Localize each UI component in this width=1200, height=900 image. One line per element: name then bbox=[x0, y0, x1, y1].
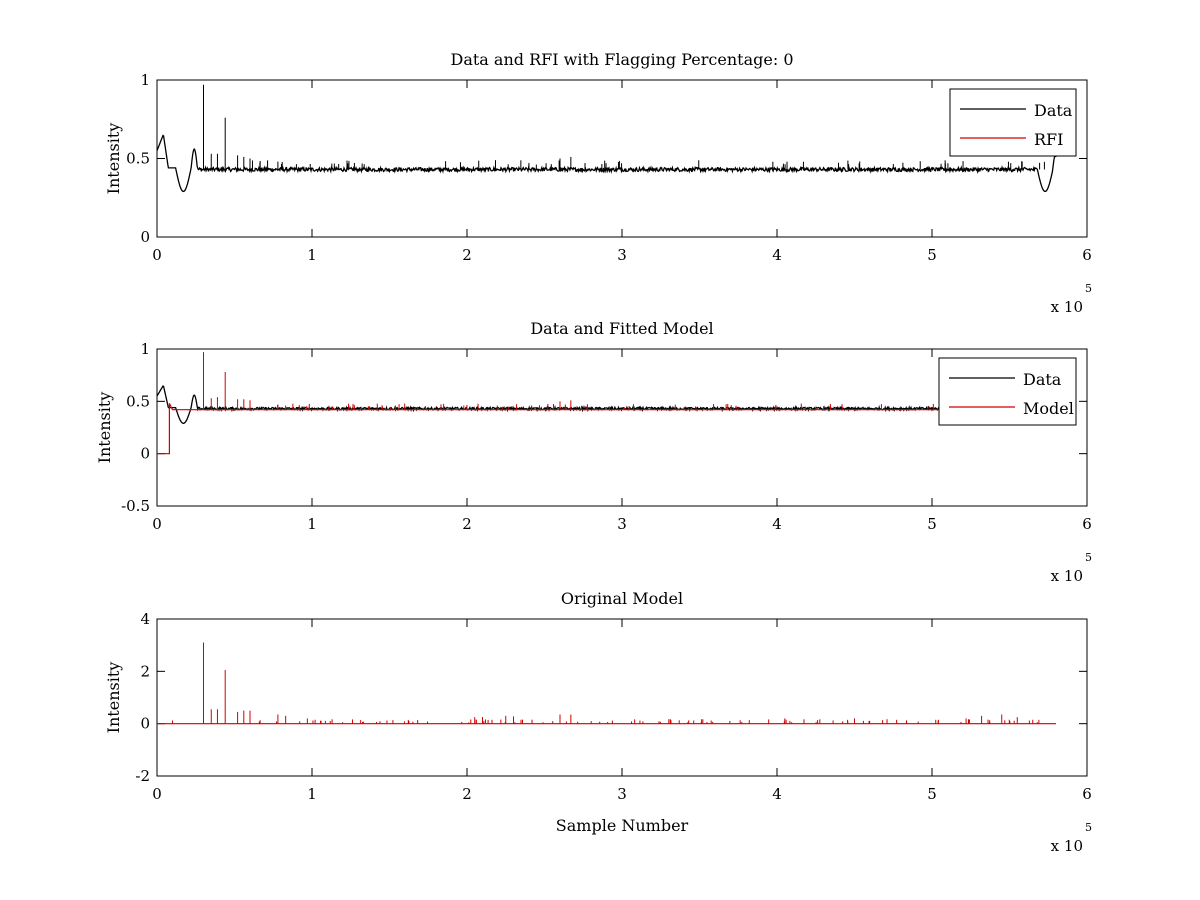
x-tick-label: 2 bbox=[462, 785, 472, 803]
x-tick-label: 0 bbox=[152, 515, 162, 533]
legend-box bbox=[938, 357, 1077, 426]
axes-box bbox=[156, 618, 1088, 777]
x-tick-label: 1 bbox=[307, 515, 317, 533]
x-tick-label: 4 bbox=[772, 785, 782, 803]
x-tick-label: 4 bbox=[772, 246, 782, 264]
x-tick-label: 0 bbox=[152, 785, 162, 803]
x-axis-label: Sample Number bbox=[556, 816, 689, 835]
x-tick-label: 5 bbox=[927, 785, 937, 803]
legend: Data Model bbox=[938, 357, 1077, 426]
legend-label-data: Data bbox=[1023, 370, 1062, 389]
y-tick-label: 0 bbox=[140, 445, 150, 463]
y-tick-label: -2 bbox=[135, 767, 150, 785]
y-tick-label: 1 bbox=[140, 71, 150, 89]
y-axis-label: Intensity bbox=[104, 123, 123, 195]
x-tick-label: 1 bbox=[307, 246, 317, 264]
x-multiplier-exponent: 5 bbox=[1085, 282, 1092, 295]
series-model bbox=[157, 642, 1056, 725]
axes-box bbox=[156, 348, 1088, 507]
legend-label-rfi: RFI bbox=[1034, 130, 1063, 149]
x-tick-label: 0 bbox=[152, 246, 162, 264]
x-tick-label: 4 bbox=[772, 515, 782, 533]
x-multiplier: x 10 bbox=[1051, 837, 1083, 855]
y-tick-label: 1 bbox=[140, 340, 150, 358]
model-line bbox=[157, 403, 1056, 455]
y-tick-label: -0.5 bbox=[121, 497, 150, 515]
axes-box bbox=[156, 79, 1088, 238]
y-tick-label: 0 bbox=[140, 228, 150, 246]
x-multiplier-exponent: 5 bbox=[1085, 551, 1092, 564]
x-tick-label: 3 bbox=[617, 515, 627, 533]
legend: Data RFI bbox=[949, 88, 1077, 157]
series-model bbox=[157, 352, 1056, 455]
x-tick-label: 1 bbox=[307, 785, 317, 803]
chart-title: Data and Fitted Model bbox=[530, 319, 713, 338]
chart-title: Data and RFI with Flagging Percentage: 0 bbox=[450, 50, 793, 69]
y-tick-label: 0.5 bbox=[126, 150, 150, 168]
y-axis-label: Intensity bbox=[104, 662, 123, 734]
chart-title: Original Model bbox=[561, 589, 683, 608]
legend-box bbox=[949, 88, 1077, 157]
series-data bbox=[157, 84, 1057, 193]
y-axis-label: Intensity bbox=[95, 392, 114, 464]
x-tick-label: 2 bbox=[462, 246, 472, 264]
legend-label-data: Data bbox=[1034, 101, 1073, 120]
x-tick-label: 3 bbox=[617, 246, 627, 264]
x-tick-label: 2 bbox=[462, 515, 472, 533]
plot-area bbox=[157, 84, 1057, 193]
y-tick-label: 0 bbox=[140, 715, 150, 733]
x-tick-label: 3 bbox=[617, 785, 627, 803]
x-tick-label: 6 bbox=[1082, 515, 1092, 533]
plot-area bbox=[157, 352, 1057, 455]
x-multiplier: x 10 bbox=[1051, 298, 1083, 316]
y-tick-label: 4 bbox=[140, 610, 150, 628]
y-tick-label: 2 bbox=[140, 662, 150, 680]
x-tick-label: 5 bbox=[927, 246, 937, 264]
legend-label-model: Model bbox=[1023, 399, 1074, 418]
x-multiplier-exponent: 5 bbox=[1085, 821, 1092, 834]
panel-data-and-rfi: Data and RFI with Flagging Percentage: 0… bbox=[104, 50, 1092, 316]
x-tick-label: 6 bbox=[1082, 785, 1092, 803]
x-tick-label: 6 bbox=[1082, 246, 1092, 264]
y-tick-label: 0.5 bbox=[126, 392, 150, 410]
x-tick-label: 5 bbox=[927, 515, 937, 533]
plot-area bbox=[157, 642, 1056, 725]
x-multiplier: x 10 bbox=[1051, 567, 1083, 585]
